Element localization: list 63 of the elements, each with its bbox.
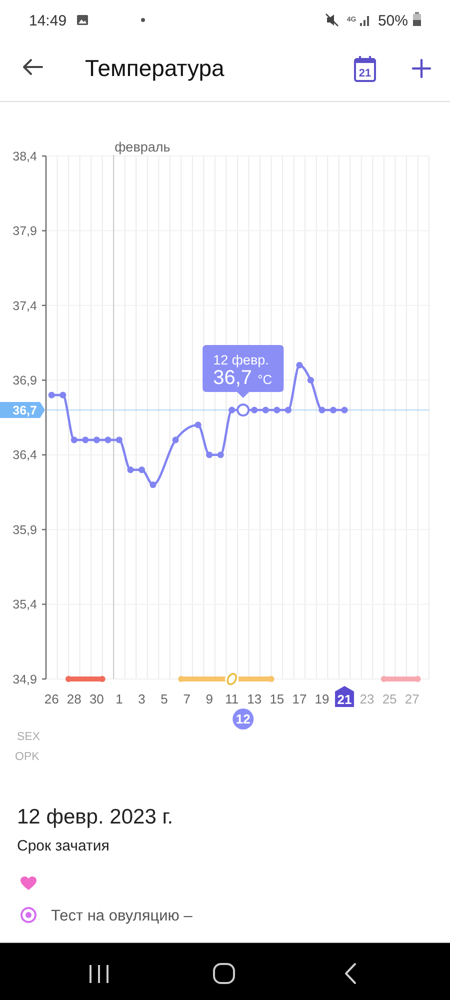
annotation: 12 февр. [213,352,269,368]
x-tick-label: 11 [225,692,239,707]
text: SEX [17,731,40,744]
text: 14:49 [29,12,67,30]
point [172,436,179,444]
ref-line-label: 36,7 [12,403,38,418]
y-tick-label: 37,9 [12,224,38,238]
chart-title: Температура [85,55,225,82]
y-tick-label: 35,9 [12,522,38,537]
y-tick-label: 34,9 [12,672,38,686]
point [284,406,292,414]
y-tick-label: 38,4 [12,149,38,164]
text: Тест на овуляцию – [51,907,193,924]
text: 12 [236,712,250,727]
point [116,436,123,444]
point [206,452,213,458]
point [150,481,156,488]
point [48,392,55,398]
point [341,406,348,414]
x-tick-label: 28 [66,692,82,707]
x-tick-label: 7 [183,692,190,707]
y-tick-label: 35,4 [12,598,38,612]
point [228,406,236,414]
text: 50% [378,12,408,30]
x-tick-label: 21 [337,692,352,708]
y-tick-label: 37,4 [12,298,38,313]
point [82,436,89,444]
x-tick-label: 19 [314,692,330,707]
x-tick-label: 17 [292,692,307,707]
point [93,436,100,444]
point [330,406,337,414]
point [138,466,146,474]
point [274,406,280,414]
point [262,406,269,414]
point [251,406,258,414]
x-tick-label: 30 [89,692,104,707]
annotation: 36,7 °C [213,367,272,389]
point [318,406,326,414]
point [296,362,303,368]
text: Срок зачатия [17,837,110,854]
point [60,392,66,398]
text: 21 [358,67,372,80]
x-tick-label: 9 [206,692,213,707]
x-tick-label: 27 [404,692,420,707]
text: 12 февр. 2023 г. [17,805,174,828]
x-tick-label: 13 [247,692,262,707]
y-tick-label: 36,4 [12,448,38,462]
point [104,436,112,444]
point [307,376,314,384]
point [127,466,134,474]
x-tick-label: 25 [382,692,397,707]
point [194,422,202,428]
y-tick-label: 36,9 [12,374,38,388]
x-tick-label: 3 [138,692,146,707]
x-tick-label: 15 [270,692,284,707]
text: OPK [15,751,40,764]
ref-line-label: февраль [114,140,170,155]
x-tick-label: 1 [116,692,123,707]
x-tick-label: 5 [160,692,168,707]
point [217,452,224,458]
point [70,436,78,444]
x-tick-label: 23 [360,692,374,707]
x-tick-label: 26 [44,692,59,707]
